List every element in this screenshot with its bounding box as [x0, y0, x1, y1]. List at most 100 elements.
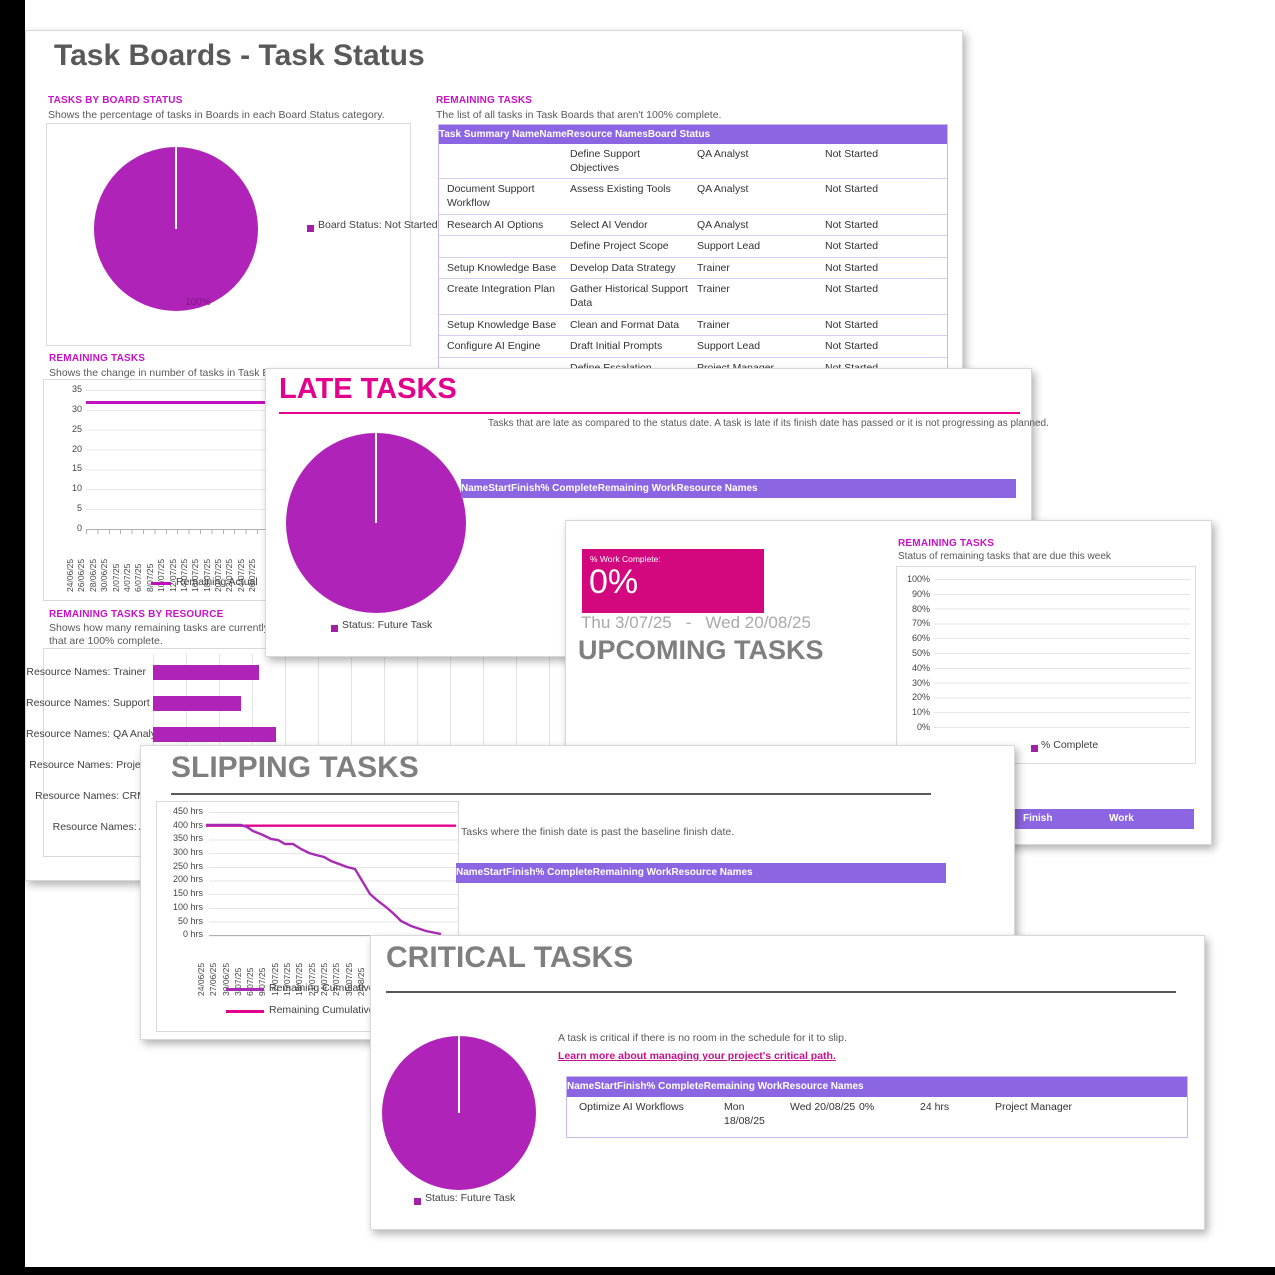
- bar-category-label: Resource Names: Trainer: [26, 666, 146, 678]
- title-rule: [171, 793, 931, 795]
- section-heading-remaining-tasks-table: REMAINING TASKS: [436, 95, 533, 106]
- bar-category-label: Resource Names: A: [52, 821, 146, 833]
- card-value: 0%: [589, 563, 639, 601]
- y-axis-labels: 450 hrs 400 hrs 350 hrs 300 hrs 250 hrs 200 h…: [159, 805, 203, 942]
- legend-swatch: [1031, 745, 1038, 752]
- page-title: Task Boards - Task Status: [54, 39, 425, 72]
- header-cell: Name: [539, 129, 567, 140]
- header-cell: Remaining Work: [703, 1081, 783, 1092]
- cell-task-summary-name: [439, 236, 570, 257]
- x-axis-line: [209, 935, 458, 936]
- header-cell: Finish: [506, 867, 536, 878]
- x-tick-label: 30/06/25: [99, 558, 110, 592]
- chart-gridlines: [934, 579, 1190, 729]
- y-tick-label: 30: [71, 403, 82, 414]
- section-subtitle: The list of all tasks in Task Boards tha…: [436, 109, 722, 121]
- y-tick-label: 300 hrs: [172, 847, 203, 858]
- section-heading-remaining-tasks: REMAINING TASKS: [898, 538, 995, 549]
- table-header-row: Task Summary Name Name Resource Names Board…: [439, 125, 947, 144]
- section-heading-remaining-tasks-trend: REMAINING TASKS: [49, 353, 146, 364]
- cell-task-summary-name: Document Support Workflow: [447, 183, 535, 209]
- y-tick-label: 250 hrs: [172, 860, 203, 871]
- legend-remaining-cumulative-work: Remaining Cumulative Work: [269, 982, 402, 994]
- y-tick-label: 350 hrs: [172, 833, 203, 844]
- late-tasks-pie-chart: [286, 433, 466, 613]
- critical-path-learn-more-link[interactable]: Learn more about managing your project's…: [558, 1050, 836, 1062]
- y-tick-label: 25: [71, 423, 82, 434]
- table-row: Setup Knowledge Base Develop Data Strate…: [439, 257, 947, 280]
- critical-pie-legend-label: Status: Future Task: [425, 1192, 516, 1204]
- cell-finish: Wed 20/08/25: [790, 1101, 856, 1113]
- section-subtitle: Status of remaining tasks that are due t…: [898, 551, 1111, 562]
- y-tick-label: 5: [76, 503, 82, 514]
- bar-category-label: Resource Names: Projec: [29, 759, 146, 771]
- table-row: Define Support Objectives QA Analyst Not…: [439, 144, 947, 180]
- late-pie-legend-label: Status: Future Task: [342, 619, 433, 631]
- cell-resource-names: Trainer: [697, 261, 730, 274]
- date-separator: -: [685, 613, 692, 632]
- cell-resource-names: Trainer: [697, 283, 730, 296]
- section-heading-tasks-by-board-status: TASKS BY BOARD STATUS: [48, 95, 183, 106]
- y-tick-label: 0%: [916, 721, 930, 732]
- x-tick-label: 2/07/25: [110, 563, 121, 592]
- header-cell: Start: [488, 483, 512, 494]
- remaining-cumulative-work-line: [206, 823, 442, 936]
- trend-legend-label: Remaining Actual: [176, 576, 258, 588]
- bar-category-label: Resource Names: Support Lead: [26, 697, 176, 709]
- header-cell: Name: [461, 483, 489, 494]
- page-description: Tasks where the finish date is past the …: [461, 826, 735, 838]
- board-status-legend-label: Board Status: Not Started: [318, 219, 438, 231]
- x-tick-label: 24/06/25: [196, 962, 206, 996]
- cell-resource-names: QA Analyst: [697, 218, 749, 231]
- legend-line-swatch: [226, 988, 264, 991]
- legend-line-swatch: [226, 1010, 264, 1013]
- cell-remaining-work: 24 hrs: [920, 1101, 950, 1113]
- table-row: Setup Knowledge Base Clean and Format Da…: [439, 314, 947, 337]
- cell-board-status: Not Started: [825, 340, 879, 353]
- header-cell-work: Work: [1109, 813, 1134, 824]
- cell-board-status: Not Started: [825, 183, 879, 196]
- screen-left-edge: [0, 0, 25, 1275]
- legend-swatch: [307, 225, 314, 232]
- chart-gridlines: [209, 812, 458, 937]
- page-description: Tasks that are late as compared to the s…: [488, 418, 1049, 429]
- card-label: % Work Complete:: [590, 554, 661, 564]
- page-title: UPCOMING TASKS: [578, 635, 824, 665]
- cell-name: Define Project Scope: [570, 240, 669, 253]
- y-tick-label: 80%: [911, 603, 930, 614]
- table-header-row: Name Start Finish% Complete Remaining Work R…: [567, 1077, 1187, 1097]
- page-critical-tasks: CRITICAL TASKS Status: Future Task A tas…: [370, 935, 1205, 1230]
- slipping-line-chart: [206, 823, 456, 936]
- y-tick-label: 20: [71, 443, 82, 454]
- section-subtitle-line2: that are 100% complete.: [49, 635, 163, 647]
- screen-bottom-edge: [0, 1267, 1275, 1275]
- y-tick-label: 0: [76, 522, 82, 533]
- y-tick-label: 150 hrs: [172, 888, 203, 899]
- y-tick-label: 10%: [911, 707, 930, 718]
- date-start: Thu 3/07/25: [581, 613, 672, 632]
- cell-task-summary-name: Create Integration Plan: [447, 283, 555, 296]
- x-tick-label: 24/06/25: [65, 558, 75, 592]
- cell-name: Draft Initial Prompts: [570, 340, 663, 353]
- page-description: A task is critical if there is no room i…: [558, 1032, 847, 1044]
- table-row: Configure AI Engine Draft Initial Prompt…: [439, 336, 947, 359]
- y-tick-label: 70%: [911, 618, 930, 629]
- legend-swatch: [414, 1198, 421, 1205]
- y-tick-label: 400 hrs: [172, 819, 203, 830]
- header-cell-finish: Finish: [1023, 813, 1053, 824]
- cell-board-status: Not Started: [825, 318, 879, 331]
- cell-resource-names: QA Analyst: [697, 148, 749, 160]
- cell-name: Define Support Objectives: [570, 148, 641, 174]
- pie-data-label: 100%: [185, 297, 211, 308]
- y-axis-labels: 35 30 25 20 15 10 5 0: [44, 380, 82, 539]
- header-cell: % Complete: [646, 1081, 704, 1092]
- work-complete-card: % Work Complete: 0%: [582, 549, 764, 613]
- cell-name: Clean and Format Data: [570, 318, 680, 331]
- y-tick-label: 35: [71, 384, 82, 394]
- cell-task-summary-name: Setup Knowledge Base: [447, 318, 557, 331]
- header-cell: Resource Names: [676, 483, 758, 494]
- header-cell: Resource Names: [671, 867, 753, 878]
- table-row: Create Integration Plan Gather Historica…: [439, 279, 947, 315]
- header-cell: Board Status: [647, 129, 711, 140]
